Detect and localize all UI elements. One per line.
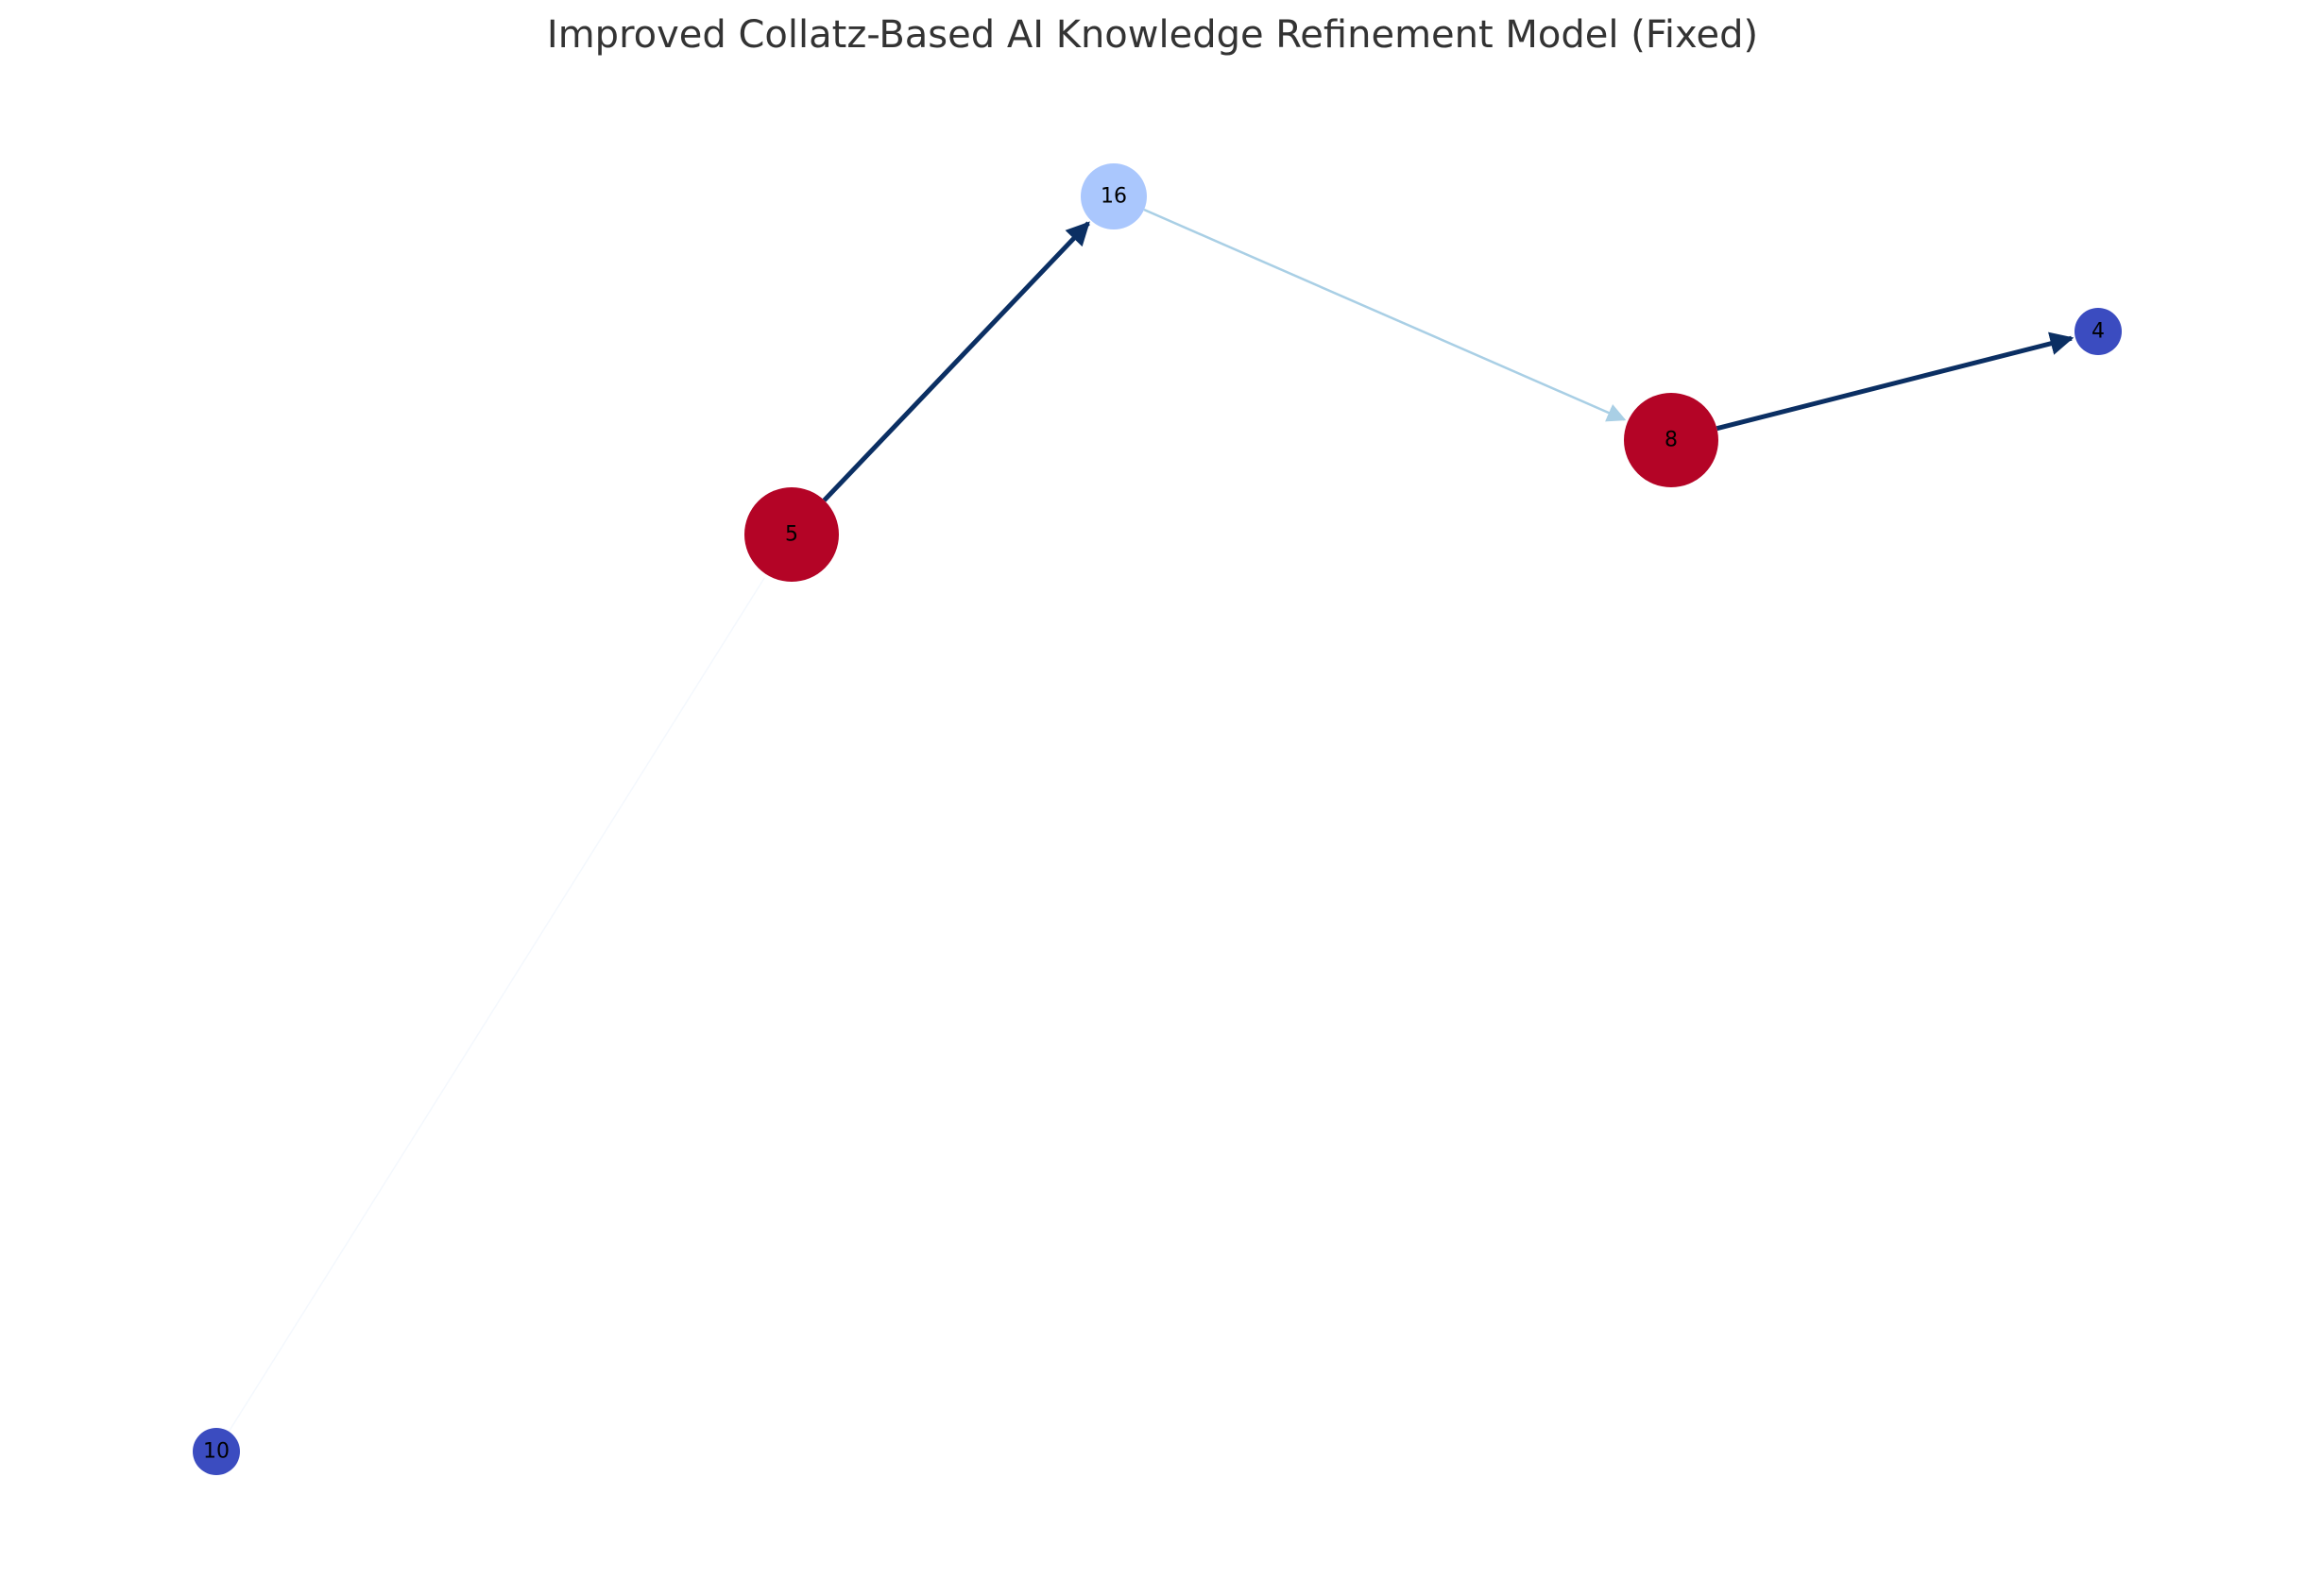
edges-layer xyxy=(229,210,2072,1432)
graph-title: Improved Collatz-Based AI Knowledge Refi… xyxy=(0,13,2305,57)
edge-5-to-16 xyxy=(824,223,1088,501)
node-8: 8 xyxy=(1624,393,1718,487)
node-16: 16 xyxy=(1081,163,1147,229)
node-label-5: 5 xyxy=(785,523,798,547)
edge-10-to-5 xyxy=(229,578,764,1432)
node-label-16: 16 xyxy=(1101,185,1127,209)
node-label-8: 8 xyxy=(1665,429,1678,452)
node-4: 4 xyxy=(2074,308,2122,355)
node-10: 10 xyxy=(193,1428,240,1475)
node-label-10: 10 xyxy=(203,1440,230,1464)
node-5: 5 xyxy=(744,487,839,582)
edge-16-to-8 xyxy=(1144,210,1624,419)
node-label-4: 4 xyxy=(2092,320,2105,344)
nodes-layer: 10 5 16 8 4 xyxy=(193,163,2122,1475)
edge-8-to-4 xyxy=(1716,338,2071,429)
